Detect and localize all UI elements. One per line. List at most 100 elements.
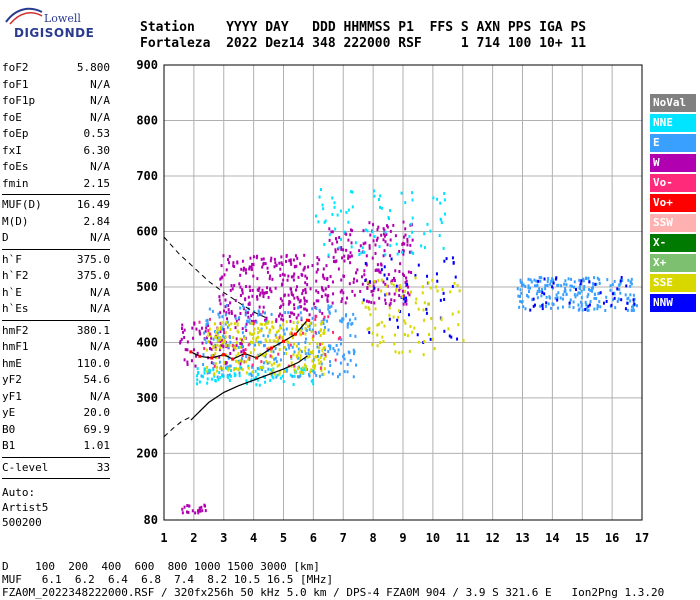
echo-point xyxy=(312,382,315,386)
echo-point xyxy=(264,291,267,295)
echo-point xyxy=(215,356,218,360)
direction-legend: NoVal NNE E W Vo- Vo+ SSW X- X+ SSE NNW xyxy=(650,94,696,314)
x-tick-label: 9 xyxy=(399,531,406,545)
echo-point xyxy=(292,336,295,340)
echo-point xyxy=(384,293,387,297)
echo-point xyxy=(337,337,340,341)
echo-point xyxy=(213,374,216,378)
echo-point xyxy=(270,256,273,260)
y-tick-label: 600 xyxy=(136,224,158,238)
echo-point xyxy=(382,339,385,343)
echo-point xyxy=(264,323,267,327)
echo-point xyxy=(573,293,576,297)
echo-point xyxy=(346,325,349,329)
echo-point xyxy=(262,305,265,309)
echo-point xyxy=(430,316,433,320)
echo-point xyxy=(300,328,303,332)
echo-point xyxy=(307,348,310,352)
echo-point xyxy=(291,374,294,378)
param-row: foF1 N/A xyxy=(2,77,110,94)
x-tick-label: 16 xyxy=(605,531,619,545)
echo-point xyxy=(261,291,264,295)
echo-point xyxy=(287,293,290,297)
echo-point xyxy=(223,273,226,277)
echo-point xyxy=(456,337,459,341)
echo-point xyxy=(186,360,189,364)
echo-point xyxy=(457,310,460,314)
echo-point xyxy=(248,267,251,271)
echo-point xyxy=(324,287,327,291)
echo-point xyxy=(407,270,410,274)
echo-point xyxy=(304,307,307,311)
echo-point xyxy=(279,334,282,338)
echo-point xyxy=(321,342,324,346)
echo-point xyxy=(245,379,248,383)
echo-point xyxy=(264,375,267,379)
echo-point xyxy=(219,321,222,325)
echo-point xyxy=(226,325,229,329)
echo-point xyxy=(218,348,221,352)
echo-point xyxy=(222,374,225,378)
echo-point xyxy=(297,375,300,379)
echo-point xyxy=(180,327,183,331)
x-tick-label: 15 xyxy=(575,531,589,545)
echo-point xyxy=(616,299,619,303)
echo-point xyxy=(241,357,244,361)
echo-point xyxy=(286,278,289,282)
echo-point xyxy=(435,285,438,289)
echo-point xyxy=(311,316,314,320)
echo-point xyxy=(403,333,406,337)
echo-point xyxy=(328,238,331,242)
echo-point xyxy=(183,328,186,332)
echo-point xyxy=(213,372,216,376)
echo-point xyxy=(383,265,386,269)
echo-point xyxy=(314,214,317,218)
echo-point xyxy=(552,302,555,306)
echo-point xyxy=(231,344,234,348)
echo-point xyxy=(324,354,327,358)
echo-point xyxy=(533,278,536,282)
echo-point xyxy=(262,334,265,338)
echo-point xyxy=(334,237,337,241)
echo-point xyxy=(584,300,587,304)
echo-point xyxy=(333,205,336,209)
echo-point xyxy=(244,336,247,340)
echo-point xyxy=(204,337,207,341)
echo-point xyxy=(320,295,323,299)
echo-point xyxy=(241,331,244,335)
echo-point xyxy=(367,300,370,304)
echo-point xyxy=(229,288,232,292)
echo-point xyxy=(278,336,281,340)
echo-point xyxy=(273,361,276,365)
echo-point xyxy=(259,352,262,356)
echo-point xyxy=(545,301,548,305)
echo-point xyxy=(313,366,316,370)
echo-point xyxy=(231,287,234,291)
echo-point xyxy=(342,248,345,252)
echo-point xyxy=(228,254,231,258)
echo-point xyxy=(219,340,222,344)
echo-point xyxy=(207,330,210,334)
echo-point xyxy=(263,311,266,315)
echo-point xyxy=(548,295,551,299)
echo-point xyxy=(275,375,278,379)
echo-point xyxy=(225,321,228,325)
echo-point xyxy=(227,345,230,349)
echo-point xyxy=(257,309,260,313)
echo-point xyxy=(208,370,211,374)
echo-point xyxy=(428,302,431,306)
echo-point xyxy=(423,340,426,344)
dashed-curve-lower xyxy=(163,416,192,438)
echo-point xyxy=(591,285,594,289)
trace-point xyxy=(293,332,297,336)
echo-point xyxy=(209,340,212,344)
echo-point xyxy=(314,317,317,321)
echo-point xyxy=(384,301,387,305)
echo-point xyxy=(289,258,292,262)
echo-point xyxy=(376,228,379,232)
echo-point xyxy=(590,286,593,290)
echo-point xyxy=(585,276,588,280)
echo-point xyxy=(353,277,356,281)
echo-point xyxy=(398,309,401,313)
echo-point xyxy=(384,240,387,244)
